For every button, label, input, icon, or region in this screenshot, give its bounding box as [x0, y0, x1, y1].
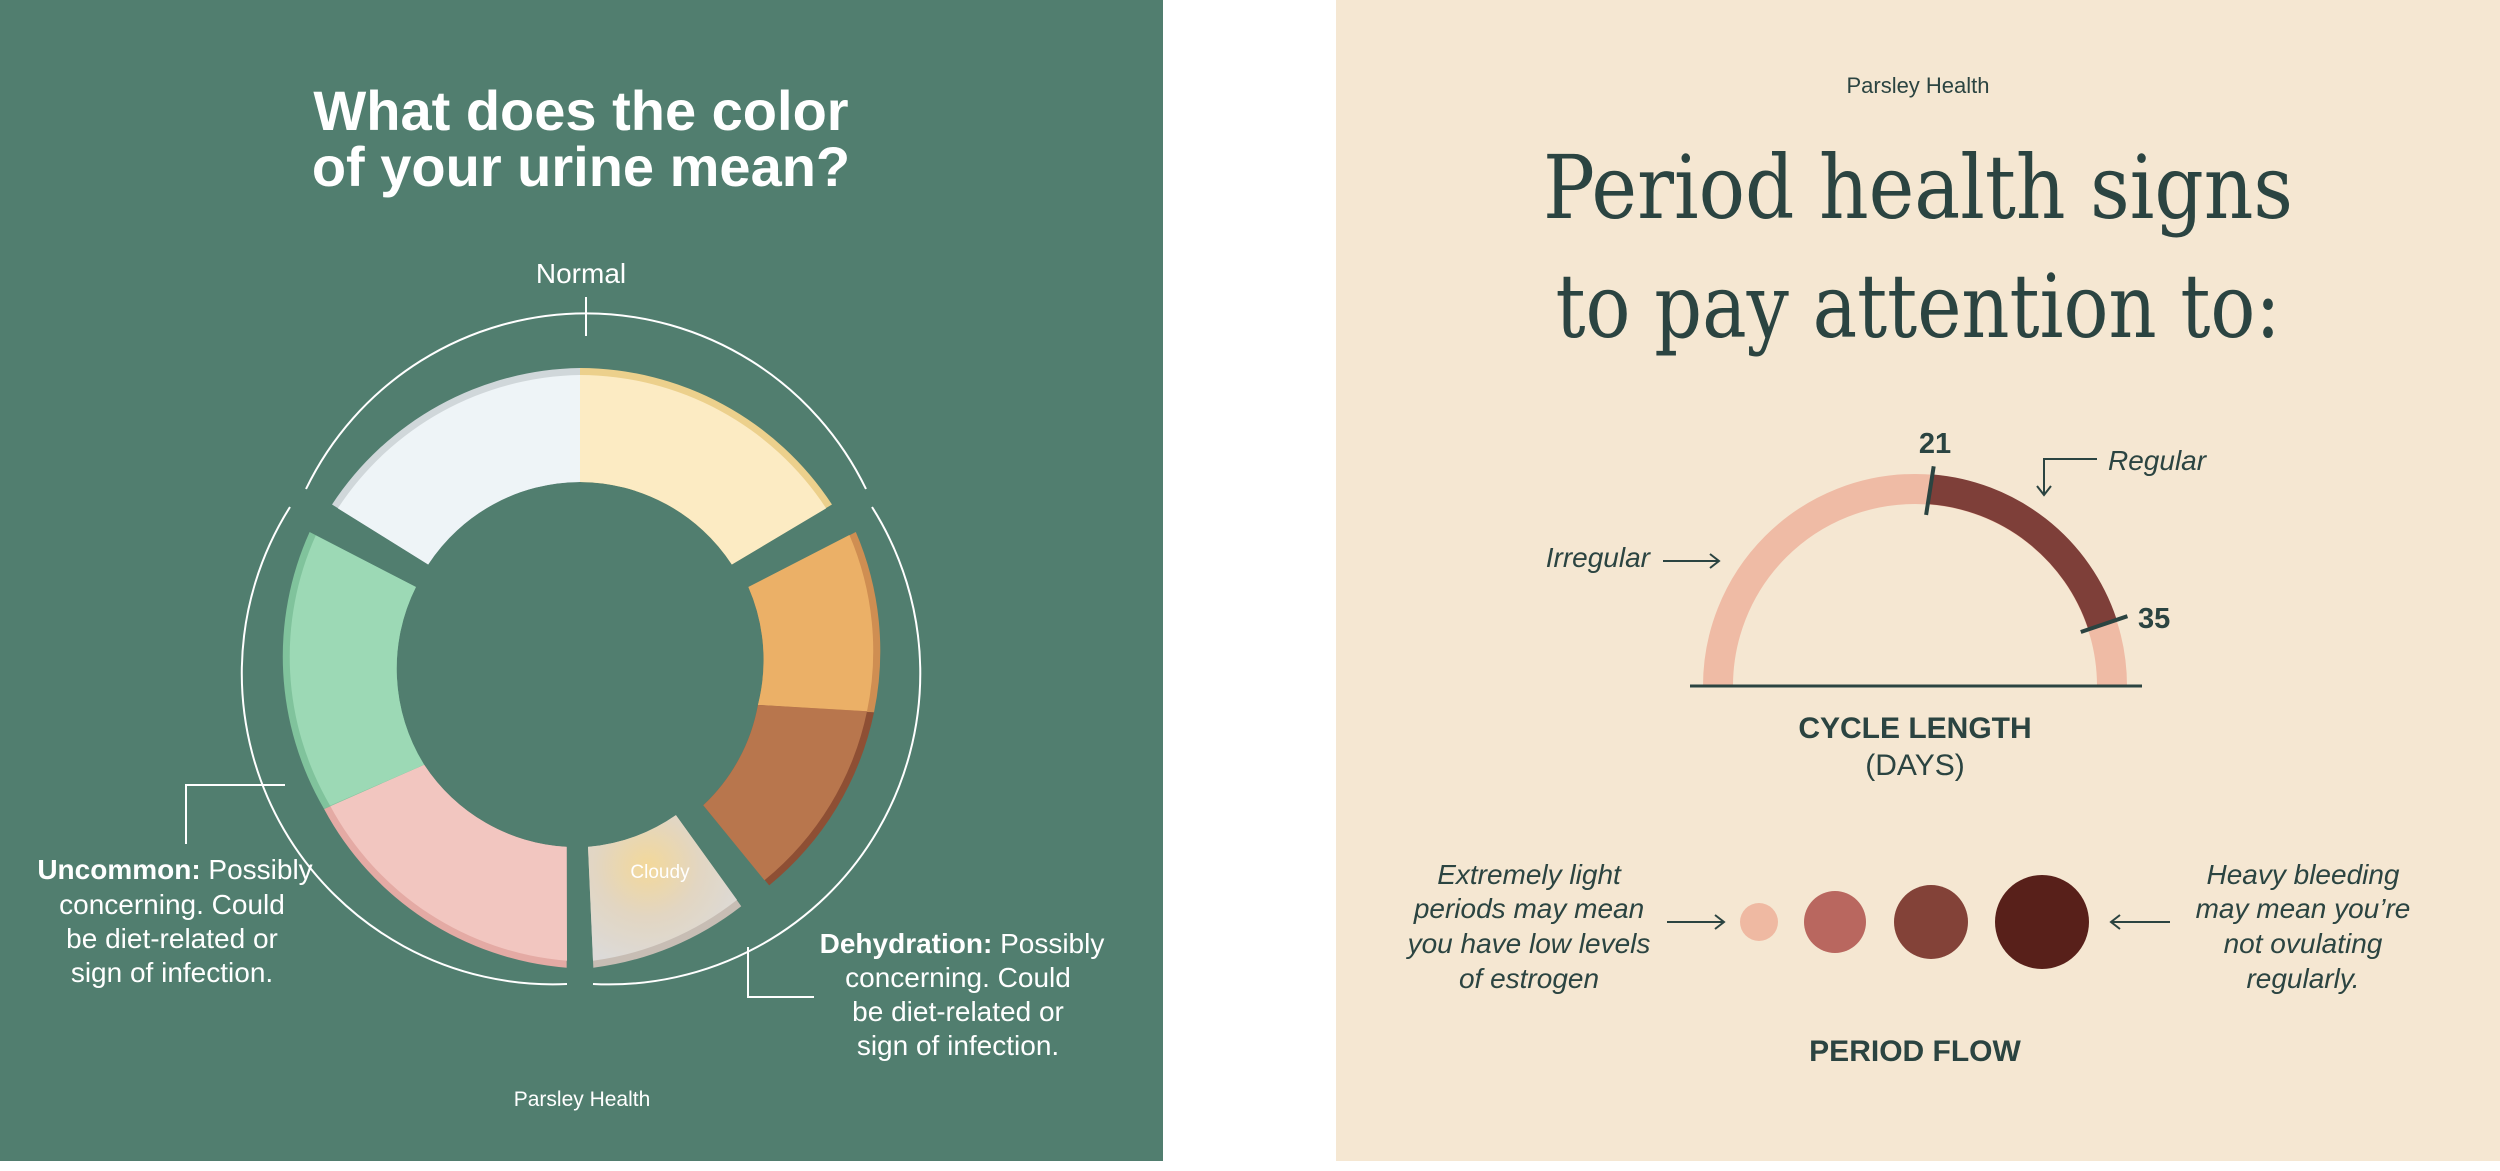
dehydration-bold: Dehydration: — [820, 928, 993, 959]
right-background — [1336, 0, 2500, 1161]
heavy-flow-line3: not ovulating — [2224, 928, 2383, 959]
uncommon-connector — [185, 784, 285, 844]
brown-segment — [703, 704, 868, 881]
right-brand-header: Parsley Health — [1846, 73, 1989, 98]
uncommon-line1: Uncommon: Possibly — [37, 854, 312, 885]
light-flow-line4: of estrogen — [1459, 963, 1599, 994]
regular-arrow-icon — [2036, 458, 2097, 497]
period-health-panel: Parsley Health Period health signs to pa… — [1336, 0, 2500, 1161]
cycle-length-gauge — [1690, 465, 2142, 688]
urine-color-panel: What does the color of your urine mean? … — [0, 0, 1163, 1161]
urine-color-infographic: What does the color of your urine mean? … — [0, 0, 1163, 1161]
uncommon-line3: be diet-related or — [66, 923, 278, 954]
cloudy-segment — [588, 815, 737, 961]
irregular-arrow-icon — [1663, 553, 1721, 569]
left-title-line1: What does the color — [313, 79, 848, 142]
regular-label: Regular — [2108, 445, 2208, 476]
dehydration-bracket-arc — [592, 506, 922, 986]
light-flow-arrow-icon — [1667, 914, 1726, 930]
irregular-label: Irregular — [1546, 542, 1652, 573]
flow-dot-heavy — [1995, 875, 2089, 969]
heavy-flow-arrow-icon — [2109, 914, 2170, 930]
urine-donut — [282, 368, 881, 968]
left-brand-footer: Parsley Health — [514, 1088, 651, 1111]
cycle-length-label: CYCLE LENGTH — [1798, 712, 2031, 745]
dehydration-line3: be diet-related or — [852, 996, 1064, 1027]
uncommon-bracket-arc — [240, 506, 568, 986]
dehydration-connector — [747, 947, 814, 998]
dehydration-line1-rest: Possibly — [992, 928, 1104, 959]
pale-yellow-segment — [580, 375, 827, 565]
tick-35 — [2080, 614, 2129, 634]
dehydration-line4: sign of infection. — [857, 1030, 1059, 1061]
pink-segment — [330, 764, 567, 961]
uncommon-bold: Uncommon: — [37, 854, 200, 885]
normal-label: Normal — [536, 258, 626, 289]
dehydration-line1: Dehydration: Possibly — [820, 928, 1105, 959]
uncommon-line2: concerning. Could — [59, 889, 285, 920]
right-title-line2: to pay attention to: — [1556, 255, 2281, 358]
tick-21-label: 21 — [1919, 428, 1951, 460]
regular-arc — [1929, 474, 2117, 629]
tick-21 — [1924, 465, 1936, 516]
tick-35-label: 35 — [2138, 603, 2170, 635]
heavy-flow-line1: Heavy bleeding — [2206, 859, 2399, 890]
period-flow-label: PERIOD FLOW — [1809, 1035, 2021, 1068]
left-title-line2: of your urine mean? — [312, 135, 850, 198]
uncommon-line1-rest: Possibly — [201, 854, 313, 885]
dehydration-line2: concerning. Could — [845, 962, 1071, 993]
light-flow-line3: you have low levels — [1406, 928, 1651, 959]
right-title-line1: Period health signs — [1543, 136, 2293, 239]
light-flow-line2: periods may mean — [1413, 893, 1644, 924]
heavy-flow-line4: regularly. — [2246, 963, 2359, 994]
flow-dot-moderate — [1804, 891, 1866, 953]
period-health-infographic: Parsley Health Period health signs to pa… — [1336, 0, 2500, 1161]
normal-bracket-arc — [305, 312, 867, 490]
flow-dot-medium-heavy — [1894, 885, 1968, 959]
flow-dot-light — [1740, 903, 1778, 941]
green-segment — [289, 535, 425, 806]
uncommon-line4: sign of infection. — [71, 957, 273, 988]
cycle-length-unit: (DAYS) — [1865, 749, 1964, 782]
cloudy-label: Cloudy — [630, 862, 690, 883]
amber-segment — [748, 534, 874, 712]
heavy-flow-line2: may mean you’re — [2196, 893, 2411, 924]
left-background — [0, 0, 1163, 1161]
light-flow-line1: Extremely light — [1437, 859, 1622, 890]
clear-segment — [337, 375, 580, 565]
